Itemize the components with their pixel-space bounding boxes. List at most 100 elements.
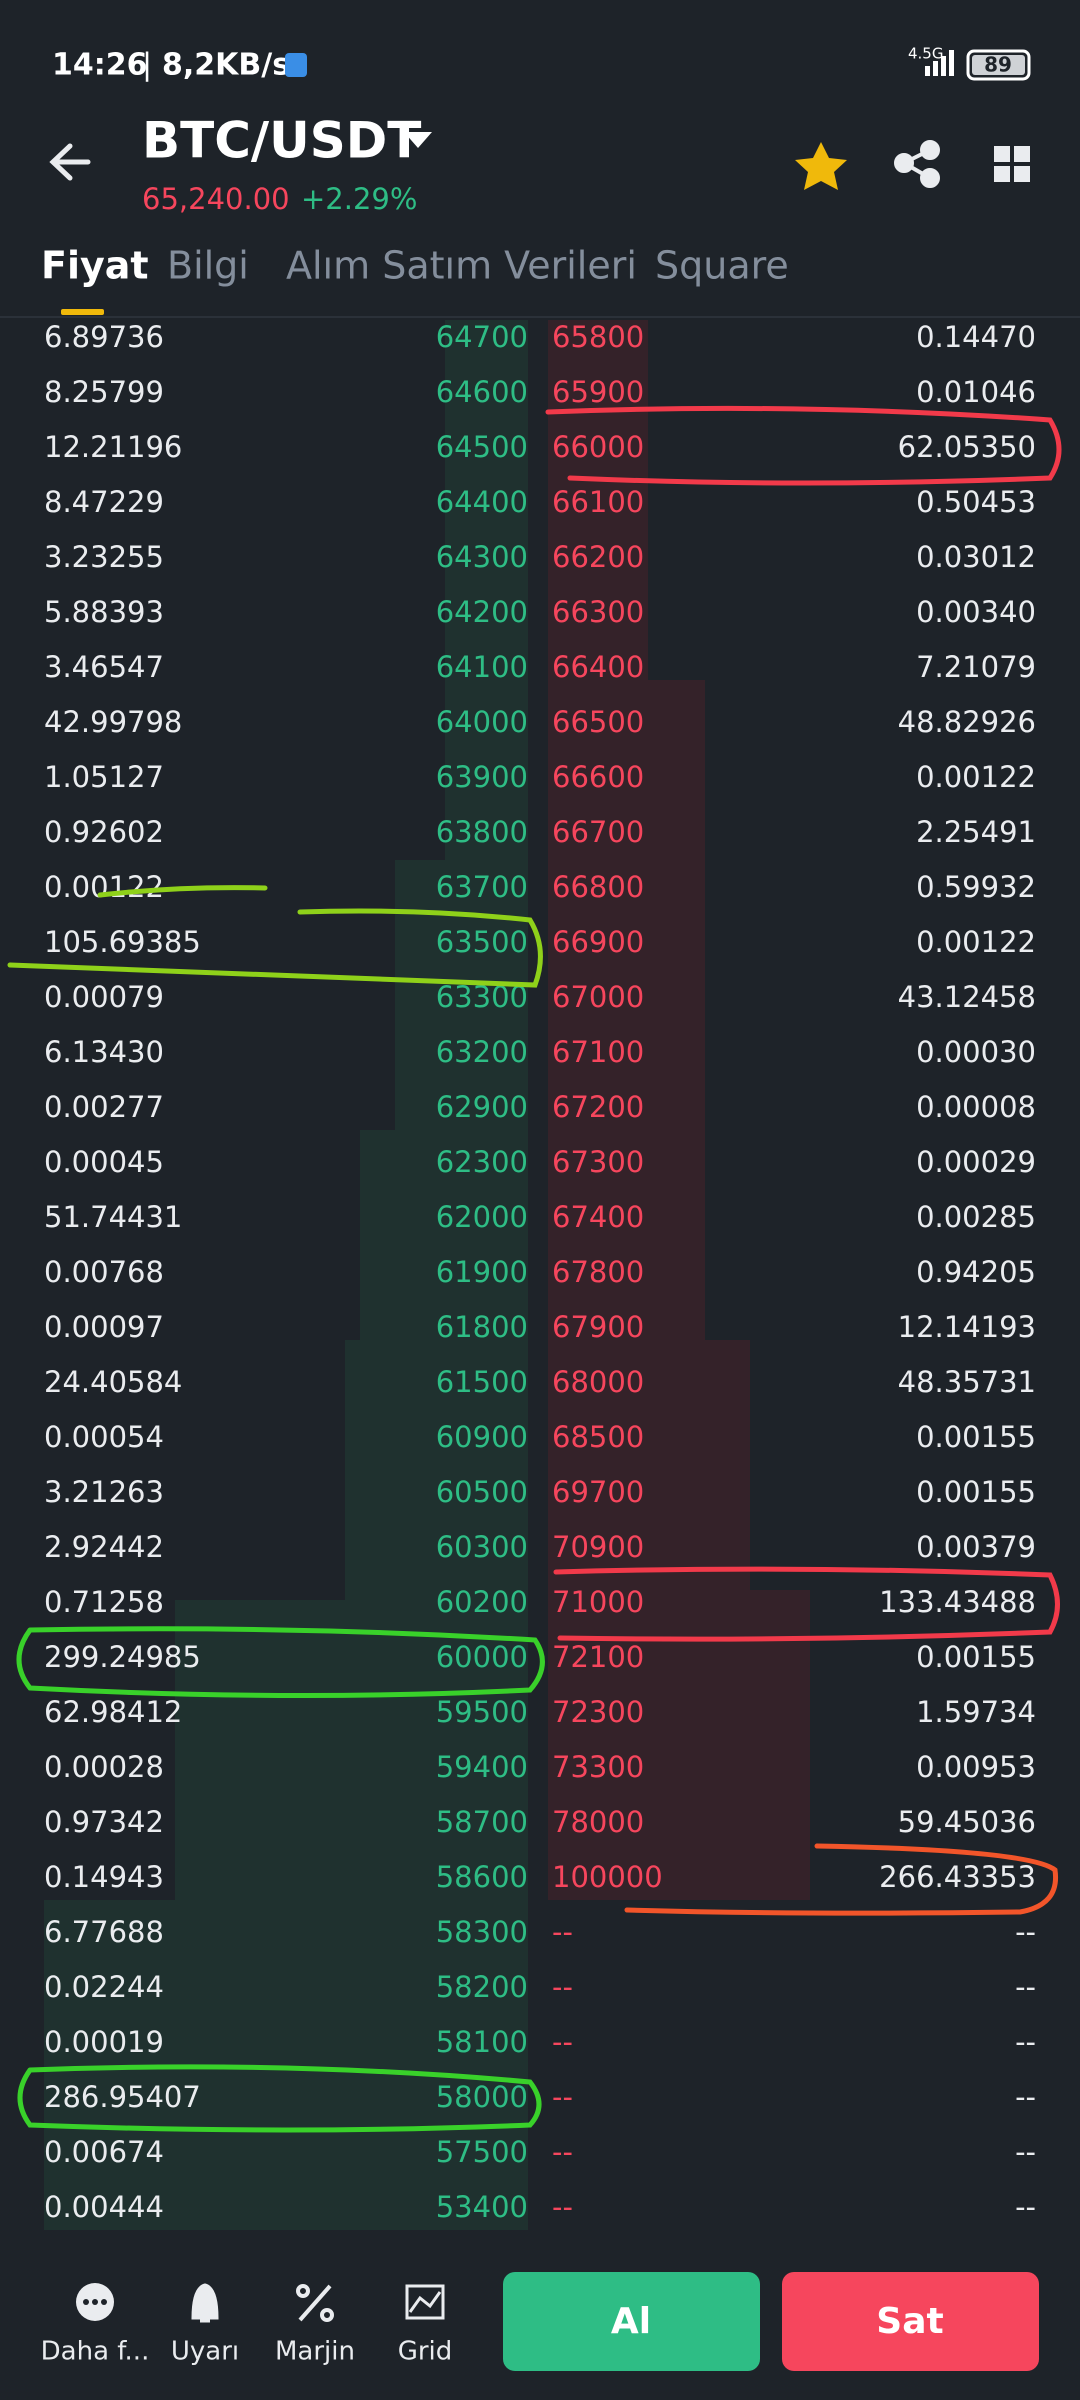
ask-price: 66500 (552, 705, 644, 739)
signal-icon (925, 50, 954, 76)
bid-quantity: 0.00028 (44, 1750, 164, 1784)
ask-price: 66000 (552, 430, 644, 464)
bid-quantity: 3.21263 (44, 1475, 164, 1509)
ask-quantity: 0.00029 (916, 1145, 1036, 1179)
bid-price: 63800 (436, 815, 528, 849)
bid-price: 62000 (436, 1200, 528, 1234)
annotation (7, 885, 543, 988)
ask-price: 66300 (552, 595, 644, 629)
ask-price: 67100 (552, 1035, 644, 1069)
bid-quantity: 2.92442 (44, 1530, 164, 1564)
margin-icon[interactable] (296, 2284, 334, 2322)
ask-price: 71000 (552, 1585, 644, 1619)
back-button[interactable] (49, 143, 91, 181)
ask-price: 72300 (552, 1695, 644, 1729)
bid-price: 62300 (436, 1145, 528, 1179)
bid-price: 58100 (436, 2025, 528, 2059)
bottom-label[interactable]: Uyarı (171, 2337, 239, 2367)
tab[interactable]: Alım Satım Verileri (286, 244, 637, 288)
alert-icon[interactable] (191, 2283, 219, 2323)
ask-quantity: 0.00155 (916, 1420, 1036, 1454)
ask-price: 72100 (552, 1640, 644, 1674)
ask-depth (548, 320, 810, 1900)
bid-price: 63500 (436, 925, 528, 959)
bid-quantity: 0.00079 (44, 980, 164, 1014)
annotation (624, 1843, 1059, 1916)
bid-quantity: 6.13430 (44, 1035, 164, 1069)
ask-quantity: 2.25491 (916, 815, 1036, 849)
favorite-button[interactable] (795, 142, 847, 190)
tab-indicator (61, 309, 104, 315)
bottom-label[interactable]: Daha f... (41, 2337, 150, 2367)
bid-quantity: 3.23255 (44, 540, 164, 574)
grid-icon[interactable] (405, 2284, 445, 2320)
ask-quantity: 0.14470 (916, 320, 1036, 354)
bid-price: 61800 (436, 1310, 528, 1344)
ask-quantity: 133.43488 (879, 1585, 1036, 1619)
status-icon (285, 53, 307, 77)
tab[interactable]: Square (655, 244, 789, 288)
bid-price: 58000 (436, 2080, 528, 2114)
pair-dropdown[interactable] (404, 132, 432, 148)
more-icon[interactable] (76, 2283, 114, 2321)
last-price: 65,240.00 (142, 182, 290, 216)
bid-price: 64600 (436, 375, 528, 409)
sell-button[interactable] (782, 2272, 1039, 2371)
bid-price: 59500 (436, 1695, 528, 1729)
ask-price: 68500 (552, 1420, 644, 1454)
bid-price: 64700 (436, 320, 528, 354)
annotation (545, 405, 1062, 486)
annotation (553, 1566, 1060, 1642)
bid-price: 60300 (436, 1530, 528, 1564)
ask-price: 78000 (552, 1805, 644, 1839)
annotations (7, 405, 1062, 2133)
buy-button[interactable] (503, 2272, 760, 2371)
bid-price: 60200 (436, 1585, 528, 1619)
ask-quantity: 1.59734 (916, 1695, 1036, 1729)
bid-quantity: 5.88393 (44, 595, 164, 629)
ask-quantity: -- (1015, 2190, 1036, 2224)
bid-price: 58700 (436, 1805, 528, 1839)
ask-price: 66800 (552, 870, 644, 904)
battery-text: 89 (984, 53, 1012, 77)
ask-price: 65800 (552, 320, 644, 354)
ask-price: 73300 (552, 1750, 644, 1784)
ask-quantity: 0.00008 (916, 1090, 1036, 1124)
ask-quantity: 0.00122 (916, 760, 1036, 794)
bid-quantity: 12.21196 (44, 430, 182, 464)
bid-quantity: 8.47229 (44, 485, 164, 519)
ask-quantity: 0.94205 (916, 1255, 1036, 1289)
bid-price: 60000 (436, 1640, 528, 1674)
ask-price: 67800 (552, 1255, 644, 1289)
ask-quantity: 0.01046 (916, 375, 1036, 409)
layout-button[interactable] (994, 146, 1030, 182)
ask-price: 67300 (552, 1145, 644, 1179)
bid-quantity: 105.69385 (44, 925, 201, 959)
ask-quantity: 0.03012 (916, 540, 1036, 574)
ask-quantity: 62.05350 (898, 430, 1036, 464)
ask-price: 66100 (552, 485, 644, 519)
ask-quantity: 7.21079 (916, 650, 1036, 684)
bid-price: 60900 (436, 1420, 528, 1454)
sell-label[interactable]: Sat (876, 2301, 943, 2342)
bid-quantity: 0.92602 (44, 815, 164, 849)
bid-price: 58200 (436, 1970, 528, 2004)
share-button[interactable] (894, 140, 940, 188)
ask-quantity: 0.00340 (916, 595, 1036, 629)
ask-price: 66700 (552, 815, 644, 849)
bid-quantity: 0.97342 (44, 1805, 164, 1839)
ask-quantity: 43.12458 (898, 980, 1036, 1014)
tab[interactable]: Fiyat (41, 244, 149, 288)
bid-price: 60500 (436, 1475, 528, 1509)
pair-title[interactable]: BTC/USDT (142, 112, 421, 170)
ask-price: 66200 (552, 540, 644, 574)
bid-quantity: 0.00122 (44, 870, 164, 904)
bottom-label[interactable]: Marjin (275, 2337, 355, 2367)
ask-price: 100000 (552, 1860, 663, 1894)
ask-quantity: 59.45036 (898, 1805, 1036, 1839)
bid-quantity: 1.05127 (44, 760, 164, 794)
tab[interactable]: Bilgi (167, 244, 249, 288)
ask-price: -- (552, 2080, 573, 2114)
bottom-label[interactable]: Grid (398, 2337, 453, 2367)
buy-label[interactable]: Al (611, 2301, 651, 2342)
